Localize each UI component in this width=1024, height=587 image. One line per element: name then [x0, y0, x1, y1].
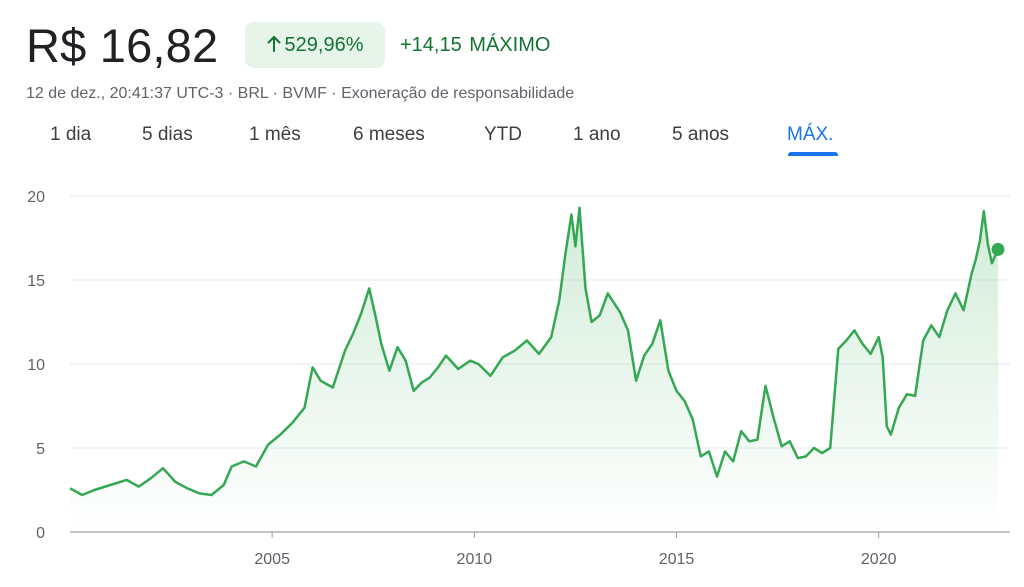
arrow-up-icon — [267, 35, 281, 55]
price-line — [69, 206, 1000, 497]
x-tick-label: 2015 — [659, 551, 695, 568]
price-chart[interactable]: 0 5 10 15 20 2005 2010 2015 2020 — [0, 170, 1024, 587]
tab-1-ano[interactable]: 1 ano — [573, 124, 621, 145]
x-tick-label: 2005 — [254, 551, 290, 568]
quote-meta: 12 de dez., 20:41:37 UTC-3 · BRL · BVMF … — [26, 85, 575, 102]
tab-5-anos[interactable]: 5 anos — [672, 124, 730, 145]
tab-5-dias[interactable]: 5 dias — [142, 124, 193, 145]
change-absolute: +14,15 — [400, 34, 462, 56]
tab-1-mes[interactable]: 1 mês — [249, 124, 301, 145]
price-area-fill — [70, 207, 998, 533]
tab-6-meses[interactable]: 6 meses — [353, 124, 425, 145]
x-axis-labels: 2005 2010 2015 2020 — [254, 532, 897, 568]
active-tab-indicator — [788, 152, 838, 156]
range-tabs: 1 dia 5 dias 1 mês 6 meses YTD 1 ano 5 a… — [0, 120, 1024, 160]
period-label: MÁXIMO — [469, 34, 551, 56]
y-axis-labels: 0 5 10 15 20 — [27, 189, 45, 542]
y-tick-label: 15 — [27, 273, 45, 290]
y-tick-label: 0 — [36, 525, 45, 542]
tab-1-dia[interactable]: 1 dia — [50, 124, 92, 145]
tab-ytd[interactable]: YTD — [484, 124, 522, 145]
current-price: R$ 16,82 — [26, 19, 219, 72]
x-tick-label: 2010 — [457, 551, 493, 568]
y-tick-label: 5 — [36, 441, 45, 458]
last-price-point — [991, 242, 1005, 256]
change-summary: +14,15 MÁXIMO — [398, 33, 550, 57]
change-percent-badge: 529,96% — [245, 22, 385, 68]
change-percent-value: 529,96% — [284, 33, 364, 56]
tab-max[interactable]: MÁX. — [787, 124, 834, 145]
y-tick-label: 10 — [27, 357, 45, 374]
y-tick-label: 20 — [27, 189, 45, 206]
x-tick-label: 2020 — [861, 551, 897, 568]
